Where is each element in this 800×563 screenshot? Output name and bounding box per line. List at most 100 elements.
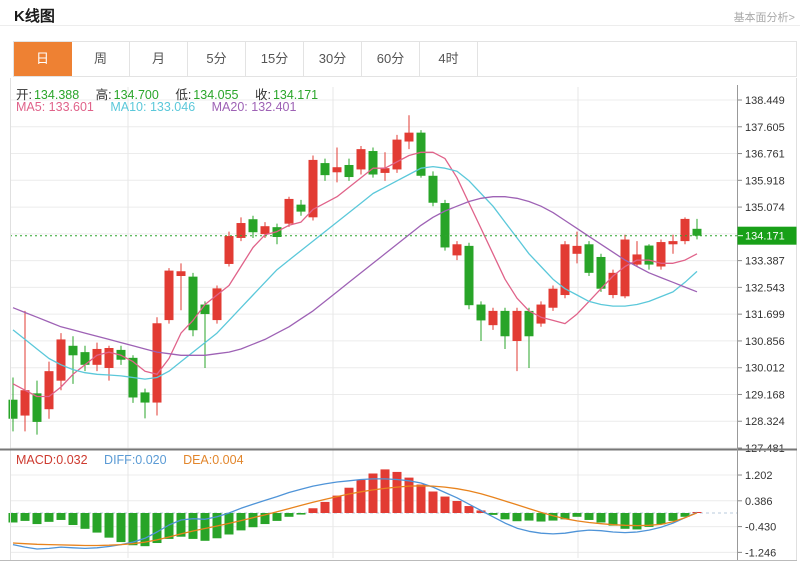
ma-legend: MA5: 133.601 MA10: 133.046 MA20: 132.401 (16, 100, 309, 114)
macd-bar (584, 513, 594, 520)
macd-bar (80, 513, 90, 529)
candle-down (344, 164, 354, 178)
ohlc-legend: 开: 134.388 高: 134.700 低: 134.055 收: 134.171 (16, 84, 331, 103)
dea-value: 0.004 (212, 453, 244, 467)
candle-up (548, 288, 558, 308)
macd-bar (344, 487, 354, 513)
candle-up (20, 390, 30, 416)
ma20-value: 132.401 (251, 100, 297, 114)
candle-up (608, 272, 618, 296)
tab-30min[interactable]: 30分 (304, 42, 362, 76)
candle-down (80, 352, 90, 365)
candle-up (224, 236, 234, 264)
candle-down (692, 228, 702, 236)
macd-bar (656, 513, 666, 525)
macd-bar (140, 513, 150, 547)
tab-week[interactable]: 周 (72, 42, 130, 76)
diff-label: DIFF: (104, 453, 136, 467)
ma5-value: 133.601 (48, 100, 94, 114)
main-axis-label: 138.449 (745, 95, 785, 107)
candle-up (176, 271, 186, 277)
candle-down (524, 310, 534, 337)
macd-bar (404, 477, 414, 513)
macd-bar (440, 496, 450, 513)
macd-value: 0.032 (56, 453, 88, 467)
candle-up (560, 244, 570, 296)
macd-bar (284, 513, 294, 517)
main-axis-label: 135.918 (745, 175, 785, 187)
macd-bar (380, 469, 390, 513)
macd-bar (608, 513, 618, 526)
macd-bar (512, 513, 522, 522)
main-axis-label: 129.168 (745, 389, 785, 401)
candle-down (644, 245, 654, 265)
candle-up (668, 241, 678, 245)
open-value: 134.388 (33, 88, 80, 102)
macd-bar (620, 513, 630, 529)
macd-bar (332, 495, 342, 513)
fundamental-analysis-link[interactable]: 基本面分析> (733, 12, 795, 24)
candle-down (8, 399, 18, 419)
macd-bar (44, 513, 54, 522)
tab-4hour[interactable]: 4时 (420, 42, 478, 76)
candle-down (428, 175, 438, 203)
macd-bar (644, 513, 654, 527)
main-axis-label: 132.543 (745, 282, 785, 294)
tab-60min[interactable]: 60分 (362, 42, 420, 76)
macd-legend: MACD:0.032 DIFF:0.020 DEA:0.004 (16, 453, 257, 467)
candle-up (392, 139, 402, 170)
candle-up (656, 242, 666, 267)
main-axis-label: 131.699 (745, 309, 785, 321)
tab-5min[interactable]: 5分 (188, 42, 246, 76)
ma20-label: MA20: (211, 100, 248, 114)
close-label: 收: (254, 88, 271, 102)
dea-label: DEA: (183, 453, 213, 467)
macd-bar (176, 513, 186, 537)
macd-bar (296, 513, 306, 515)
candle-up (332, 167, 342, 173)
tab-month[interactable]: 月 (130, 42, 188, 76)
macd-bar (680, 513, 690, 517)
macd-bar (476, 510, 486, 513)
macd-bar (416, 484, 426, 513)
main-axis-label: 130.856 (745, 336, 785, 348)
candle-down (140, 392, 150, 403)
candle-up (152, 323, 162, 403)
macd-bar (536, 513, 546, 522)
candle-up (380, 168, 390, 173)
diff-value: 0.020 (135, 453, 167, 467)
candle-down (464, 245, 474, 306)
macd-bar (188, 513, 198, 539)
macd-bar (200, 513, 210, 541)
macd-bar (524, 513, 534, 521)
chart-canvas[interactable]: 138.449 137.605 136.761 135.918 135.074 133.3… (0, 77, 800, 563)
candle-up (620, 239, 630, 297)
kline-chart-area: 开: 134.388 高: 134.700 低: 134.055 收: 134.171 … (0, 76, 800, 563)
period-tabbar: 日 周 月 5分 15分 30分 60分 4时 (13, 41, 797, 77)
tab-15min[interactable]: 15分 (246, 42, 304, 76)
candle-down (68, 345, 78, 356)
macd-bar (236, 513, 246, 531)
macd-bar (632, 513, 642, 530)
low-value: 134.055 (193, 88, 239, 102)
open-label: 开: (16, 88, 32, 102)
candle-down (296, 204, 306, 212)
macd-axis-label: 1.202 (745, 470, 773, 482)
macd-bar (356, 479, 366, 513)
macd-bar (32, 513, 42, 525)
page-title: K线图 (14, 8, 55, 25)
macd-axis-label: -0.430 (745, 522, 776, 534)
candle-up (212, 288, 222, 321)
candle-down (440, 203, 450, 248)
tab-day[interactable]: 日 (14, 42, 72, 76)
macd-bar (128, 513, 138, 546)
current-price-value: 134.171 (745, 231, 785, 243)
candle-up (284, 198, 294, 224)
candle-up (308, 159, 318, 218)
macd-bar (152, 513, 162, 544)
macd-bar (260, 513, 270, 525)
candle-up (92, 348, 102, 365)
ma10-value: 133.046 (149, 100, 196, 114)
candle-down (188, 276, 198, 331)
low-label: 低: (175, 88, 192, 102)
